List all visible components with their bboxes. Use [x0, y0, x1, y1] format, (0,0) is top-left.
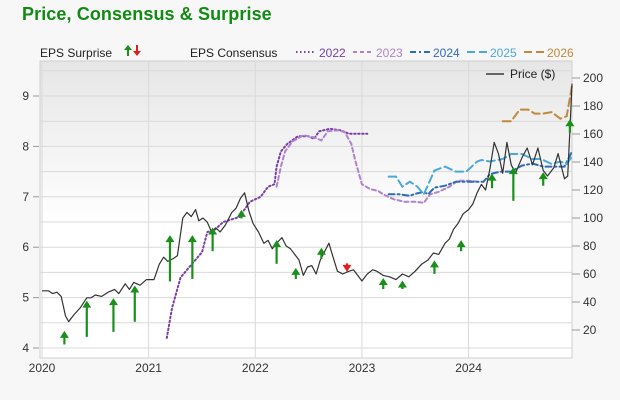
left-axis-tick-label: 4: [22, 341, 29, 355]
legend-year-2024: 2024: [433, 46, 460, 60]
surprise-beat-arrow-icon: [208, 227, 218, 252]
surprise-beat-arrow-icon: [108, 298, 118, 332]
legend-price-label: Price ($): [510, 67, 555, 81]
x-axis-tick-label: 2022: [242, 361, 269, 375]
x-axis-years: 2020 2021 2022 2023 2024: [29, 361, 483, 375]
surprise-beat-arrow-icon: [59, 330, 69, 345]
consensus-line-2025: [387, 153, 573, 197]
legend: EPS Surprise EPS Consensus 2022 2023 2024 2…: [40, 45, 574, 81]
surprise-beat-arrow-icon: [316, 247, 326, 259]
legend-year-2023: 2023: [376, 46, 403, 60]
surprise-beat-arrow-icon: [429, 260, 439, 274]
surprise-beat-arrow-icon: [378, 277, 388, 289]
surprise-beat-arrow-icon: [236, 209, 246, 219]
consensus-line-2024: [387, 150, 573, 197]
consensus-line-2023: [275, 129, 479, 204]
surprise-beat-arrow-icon: [187, 235, 197, 279]
eps-consensus-lines: [165, 84, 573, 339]
left-axis-tick-label: 7: [22, 190, 29, 204]
plot-area: [39, 60, 573, 359]
legend-eps-consensus-label: EPS Consensus: [190, 46, 277, 60]
surprise-miss-arrow-icon: [342, 263, 352, 272]
x-axis-tick-label: 2023: [349, 361, 376, 375]
chart-title: Price, Consensus & Surprise: [22, 4, 272, 24]
surprise-beat-arrow-icon: [130, 285, 140, 322]
eps-surprise-arrows: [59, 119, 575, 345]
right-axis-tick-label: 40: [583, 295, 597, 309]
surprise-beat-arrow-icon: [538, 172, 548, 186]
left-axis-eps: 4 5 6 7 8 9: [22, 89, 39, 355]
legend-year-entries: 2022 2023 2024 2025 2026: [296, 46, 574, 60]
right-axis-tick-label: 120: [583, 183, 603, 197]
x-axis-tick-label: 2024: [455, 361, 482, 375]
surprise-beat-arrow-icon: [291, 267, 301, 279]
legend-year-2022: 2022: [319, 46, 346, 60]
left-axis-tick-label: 8: [22, 139, 29, 153]
right-axis-tick-label: 80: [583, 239, 597, 253]
right-axis-price: 20 40 60 80 100 120 140 160 180 200: [572, 71, 603, 337]
right-axis-tick-label: 100: [583, 211, 603, 225]
right-axis-tick-label: 60: [583, 267, 597, 281]
right-axis-tick-label: 200: [583, 71, 603, 85]
legend-year-2025: 2025: [490, 46, 517, 60]
right-axis-tick-label: 20: [583, 323, 597, 337]
price-line: [42, 83, 573, 323]
surprise-beat-arrow-icon: [165, 235, 175, 282]
left-axis-tick-label: 9: [22, 89, 29, 103]
right-axis-tick-label: 180: [583, 99, 603, 113]
right-axis-tick-label: 160: [583, 127, 603, 141]
surprise-beat-arrow-icon: [487, 173, 497, 189]
legend-eps-surprise-label: EPS Surprise: [40, 46, 112, 60]
legend-beat-arrow-icon: [124, 45, 132, 56]
surprise-beat-arrow-icon: [565, 119, 575, 133]
consensus-line-2022: [165, 127, 369, 339]
price-polyline: [42, 83, 573, 323]
legend-year-2026: 2026: [547, 46, 574, 60]
surprise-beat-arrow-icon: [456, 240, 466, 252]
consensus-line-2026: [501, 84, 573, 123]
right-axis-tick-label: 140: [583, 155, 603, 169]
x-axis-tick-label: 2021: [135, 361, 162, 375]
surprise-beat-arrow-icon: [508, 167, 518, 201]
x-axis-tick-label: 2020: [29, 361, 56, 375]
surprise-beat-arrow-icon: [397, 280, 407, 289]
legend-miss-arrow-icon: [133, 45, 141, 56]
gridlines: [40, 61, 572, 358]
surprise-beat-arrow-icon: [82, 300, 92, 337]
left-axis-tick-label: 6: [22, 240, 29, 254]
left-axis-tick-label: 5: [22, 291, 29, 305]
surprise-beat-arrow-icon: [272, 240, 282, 264]
